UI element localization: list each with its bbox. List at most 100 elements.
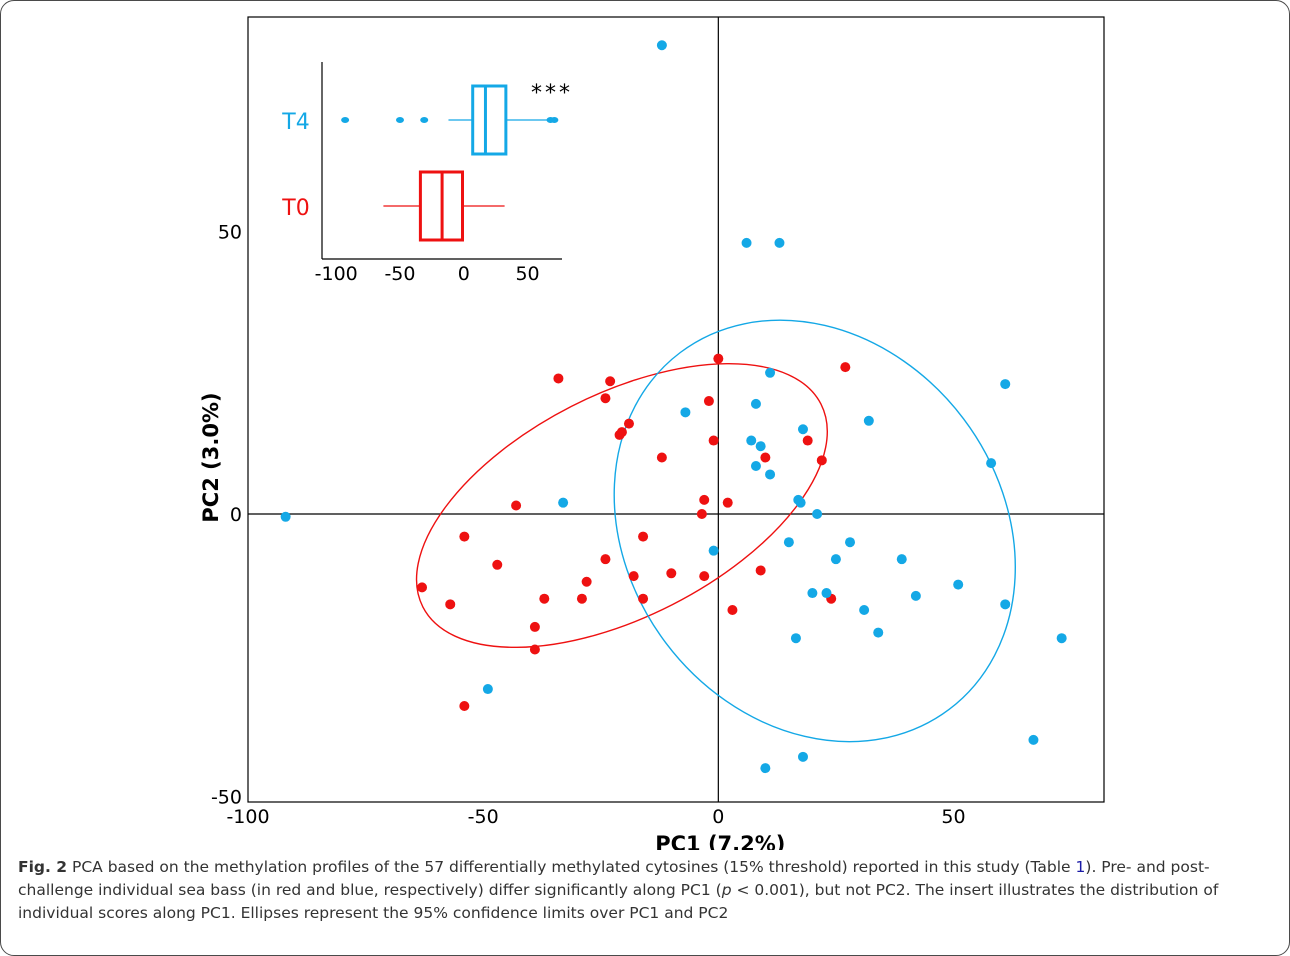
data-point-t0 — [638, 593, 649, 604]
data-point-t0 — [553, 373, 564, 384]
inset-category-label-t4: T4 — [281, 110, 309, 135]
inset-outlier-t4 — [550, 117, 559, 123]
data-point-t4 — [680, 407, 691, 418]
data-point-t0 — [417, 582, 428, 593]
data-point-t4 — [1000, 379, 1011, 390]
data-point-t4 — [755, 441, 766, 452]
plot-area-border — [247, 16, 1105, 803]
data-point-t4 — [859, 604, 870, 615]
confidence-ellipse-t4 — [613, 319, 1016, 743]
confidence-ellipse-t0 — [415, 362, 828, 649]
data-point-t4 — [765, 469, 776, 480]
data-point-t4 — [708, 545, 719, 556]
figure-caption: Fig. 2 PCA based on the methylation prof… — [18, 856, 1268, 925]
inset-boxplot: -100 -50 0 50 T4 T0 *** — [281, 62, 573, 285]
data-point-t0 — [539, 593, 550, 604]
data-point-t4 — [830, 554, 841, 565]
data-point-t4 — [812, 508, 823, 519]
data-point-t4 — [863, 415, 874, 426]
data-point-t0 — [605, 376, 616, 387]
caption-text-1: PCA based on the methylation profiles of… — [67, 858, 1076, 876]
data-point-t0 — [666, 568, 677, 579]
data-point-t4 — [1028, 734, 1039, 745]
data-point-t4 — [750, 398, 761, 409]
data-point-t0 — [600, 393, 611, 404]
data-point-t0 — [696, 508, 707, 519]
data-point-t4 — [910, 590, 921, 601]
inset-x-tick-label: -100 — [315, 263, 358, 285]
data-point-t0 — [600, 554, 611, 565]
data-point-t4 — [795, 497, 806, 508]
data-point-t0 — [760, 452, 771, 463]
data-point-t0 — [727, 604, 738, 615]
x-tick-label: -50 — [468, 806, 499, 828]
inset-outlier-t4 — [395, 117, 404, 123]
caption-text-3: < 0.001), but not PC2. The insert illust… — [18, 881, 1219, 922]
data-point-t4 — [765, 367, 776, 378]
caption-table-ref[interactable]: 1 — [1075, 858, 1086, 876]
inset-box-t4 — [471, 84, 508, 156]
data-point-t4 — [760, 763, 771, 774]
data-point-t4 — [746, 435, 757, 446]
y-tick-label: 50 — [218, 222, 242, 244]
data-point-t0 — [840, 362, 851, 373]
data-point-t0 — [576, 593, 587, 604]
data-point-t4 — [845, 537, 856, 548]
data-point-t4 — [986, 458, 997, 469]
data-point-t0 — [529, 644, 540, 655]
data-point-t0 — [699, 494, 710, 505]
data-point-t4 — [656, 40, 667, 51]
data-point-t0 — [623, 418, 634, 429]
y-tick-label: 0 — [230, 504, 242, 526]
data-point-t0 — [581, 576, 592, 587]
data-point-t0 — [492, 559, 503, 570]
data-point-t4 — [774, 237, 785, 248]
data-point-t0 — [722, 497, 733, 508]
data-point-t4 — [896, 554, 907, 565]
inset-category-label-t0: T0 — [281, 196, 309, 221]
data-point-t4 — [783, 537, 794, 548]
x-tick-label: 50 — [941, 806, 965, 828]
data-point-t0 — [529, 621, 540, 632]
data-point-t0 — [708, 435, 719, 446]
data-point-t4 — [807, 588, 818, 599]
data-point-t0 — [699, 571, 710, 582]
data-point-t0 — [802, 435, 813, 446]
data-point-t4 — [558, 497, 569, 508]
data-point-t0 — [755, 565, 766, 576]
data-point-t0 — [703, 396, 714, 407]
caption-p-symbol: p — [721, 881, 732, 899]
y-axis-title: PC2 (3.0%) — [199, 392, 223, 522]
data-point-t0 — [638, 531, 649, 542]
data-point-t4 — [821, 588, 832, 599]
data-point-t0 — [459, 531, 470, 542]
data-point-t4 — [741, 237, 752, 248]
caption-label: Fig. 2 — [18, 858, 68, 876]
data-point-t0 — [628, 571, 639, 582]
data-point-t0 — [713, 353, 724, 364]
data-point-t0 — [459, 700, 470, 711]
inset-x-tick-label: 0 — [458, 263, 470, 285]
main-plot: -100 -50 0 50 50 0 -50 PC1 (7.2%) PC2 (3.0%) — [199, 16, 1105, 850]
data-point-t0 — [656, 452, 667, 463]
inset-x-tick-label: -50 — [384, 263, 415, 285]
data-point-t4 — [280, 511, 291, 522]
x-tick-label: -100 — [226, 806, 269, 828]
data-point-t4 — [797, 751, 808, 762]
x-axis-title: PC1 (7.2%) — [655, 832, 785, 850]
inset-outlier-t4 — [420, 117, 429, 123]
data-point-t0 — [616, 427, 627, 438]
x-tick-label: 0 — [712, 806, 724, 828]
data-point-t4 — [1000, 599, 1011, 610]
data-point-t0 — [511, 500, 522, 511]
data-point-t4 — [953, 579, 964, 590]
data-point-t4 — [790, 633, 801, 644]
data-point-t4 — [797, 424, 808, 435]
inset-x-tick-label: 50 — [515, 263, 539, 285]
caption-text-2: ). Pre- and post-challenge individual se… — [18, 858, 1210, 899]
data-point-t4 — [873, 627, 884, 638]
inset-outlier-t4 — [341, 117, 350, 123]
significance-annotation: *** — [531, 81, 573, 106]
data-point-t0 — [445, 599, 456, 610]
data-point-t4 — [750, 460, 761, 471]
